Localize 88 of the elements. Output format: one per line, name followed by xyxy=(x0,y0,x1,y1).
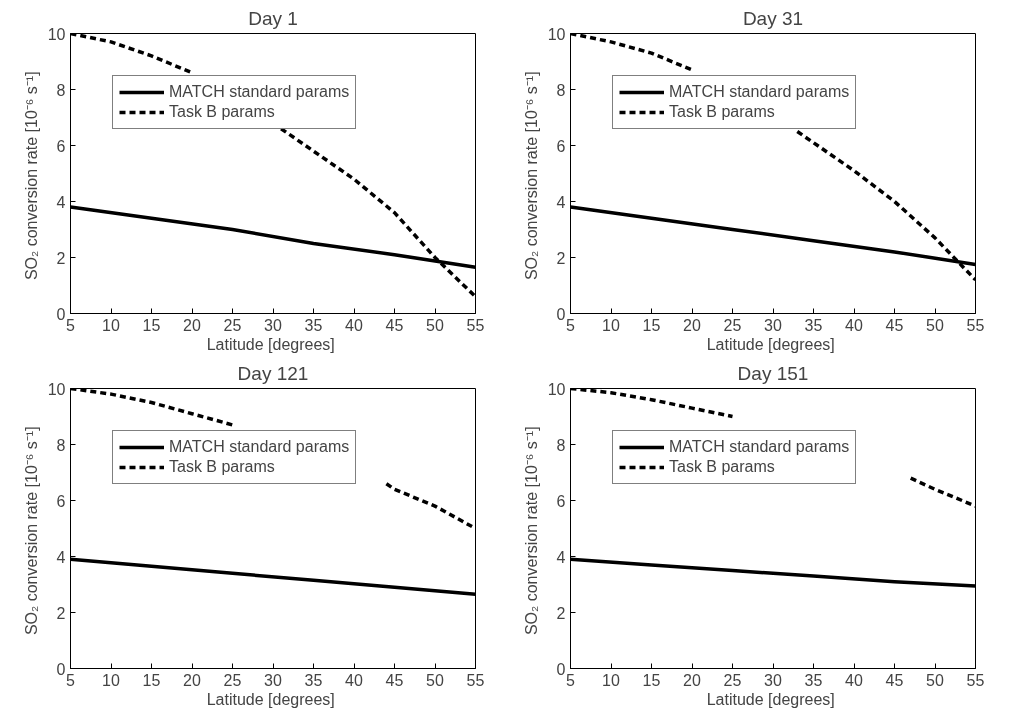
x-tick-label: 30 xyxy=(264,316,282,334)
y-axis-title: SO₂ conversion rate [10⁻⁶ s⁻¹] xyxy=(522,426,540,636)
x-tick-label: 40 xyxy=(345,316,363,334)
x-tick-label: 20 xyxy=(683,316,701,334)
x-tick-label: 40 xyxy=(845,316,863,334)
x-tick-label: 20 xyxy=(183,671,201,689)
x-tick-label: 50 xyxy=(426,671,444,689)
x-tick-label: 15 xyxy=(142,671,161,689)
x-axis-title: Latitude [degrees] xyxy=(206,690,335,708)
y-tick-label: 8 xyxy=(56,436,66,454)
x-tick-label: 25 xyxy=(223,316,242,334)
y-tick-label: 2 xyxy=(56,604,66,622)
x-tick-label: 55 xyxy=(466,671,485,689)
y-tick-label: 0 xyxy=(56,305,66,323)
y-tick-label: 2 xyxy=(556,604,566,622)
y-tick-label: 6 xyxy=(56,137,66,155)
legend-label: Task B params xyxy=(169,103,275,121)
x-tick-label: 30 xyxy=(764,316,782,334)
x-tick-label: 50 xyxy=(926,671,944,689)
x-tick-label: 25 xyxy=(723,316,742,334)
legend-label: MATCH standard params xyxy=(669,83,850,101)
x-tick-label: 40 xyxy=(845,671,863,689)
y-tick-label: 10 xyxy=(547,25,566,43)
x-tick-label: 55 xyxy=(466,316,485,334)
y-tick-label: 10 xyxy=(47,380,66,398)
x-axis-title: Latitude [degrees] xyxy=(206,335,335,353)
y-tick-label: 0 xyxy=(56,660,66,678)
y-tick-label: 10 xyxy=(47,25,66,43)
x-tick-label: 35 xyxy=(804,316,823,334)
y-tick-label: 8 xyxy=(56,81,66,99)
y-tick-label: 2 xyxy=(556,249,566,267)
legend-label: Task B params xyxy=(669,458,775,476)
legend-label: MATCH standard params xyxy=(169,438,350,456)
y-tick-label: 4 xyxy=(56,193,66,211)
x-tick-label: 30 xyxy=(764,671,782,689)
legend-label: Task B params xyxy=(169,458,275,476)
x-tick-label: 10 xyxy=(602,671,620,689)
y-tick-label: 8 xyxy=(556,436,566,454)
chart-title: Day 121 xyxy=(237,362,309,384)
x-tick-label: 10 xyxy=(102,316,120,334)
x-tick-label: 50 xyxy=(426,316,444,334)
legend-label: MATCH standard params xyxy=(169,83,350,101)
y-tick-label: 0 xyxy=(556,305,566,323)
x-tick-label: 20 xyxy=(683,671,701,689)
y-tick-label: 4 xyxy=(556,548,566,566)
x-tick-label: 35 xyxy=(304,316,323,334)
x-tick-label: 35 xyxy=(804,671,823,689)
x-tick-label: 50 xyxy=(926,316,944,334)
x-tick-label: 45 xyxy=(885,316,904,334)
chart-title: Day 1 xyxy=(248,7,298,29)
y-tick-label: 6 xyxy=(56,492,66,510)
legend-label: Task B params xyxy=(669,103,775,121)
x-tick-label: 35 xyxy=(304,671,323,689)
y-tick-label: 10 xyxy=(547,380,566,398)
x-tick-label: 15 xyxy=(642,671,661,689)
x-tick-label: 55 xyxy=(966,316,985,334)
x-tick-label: 30 xyxy=(264,671,282,689)
x-tick-label: 10 xyxy=(102,671,120,689)
y-tick-label: 0 xyxy=(556,660,566,678)
y-tick-label: 4 xyxy=(556,193,566,211)
y-tick-label: 2 xyxy=(56,249,66,267)
y-axis-title: SO₂ conversion rate [10⁻⁶ s⁻¹] xyxy=(522,71,540,281)
y-axis-title: SO₂ conversion rate [10⁻⁶ s⁻¹] xyxy=(22,426,40,636)
x-tick-label: 5 xyxy=(66,671,76,689)
legend-label: MATCH standard params xyxy=(669,438,850,456)
x-tick-label: 5 xyxy=(566,316,576,334)
x-tick-label: 55 xyxy=(966,671,985,689)
x-tick-label: 5 xyxy=(566,671,576,689)
x-tick-label: 45 xyxy=(885,671,904,689)
x-tick-label: 10 xyxy=(602,316,620,334)
x-tick-label: 25 xyxy=(223,671,242,689)
x-tick-label: 45 xyxy=(385,316,404,334)
x-tick-label: 20 xyxy=(183,316,201,334)
x-tick-label: 45 xyxy=(385,671,404,689)
y-axis-title: SO₂ conversion rate [10⁻⁶ s⁻¹] xyxy=(22,71,40,281)
y-tick-label: 4 xyxy=(56,548,66,566)
y-tick-label: 6 xyxy=(556,492,566,510)
x-tick-label: 15 xyxy=(642,316,661,334)
x-tick-label: 5 xyxy=(66,316,76,334)
chart-title: Day 31 xyxy=(742,7,804,29)
chart-title: Day 151 xyxy=(737,362,809,384)
x-tick-label: 25 xyxy=(723,671,742,689)
x-axis-title: Latitude [degrees] xyxy=(706,335,835,353)
x-tick-label: 40 xyxy=(345,671,363,689)
x-axis-title: Latitude [degrees] xyxy=(706,690,835,708)
y-tick-label: 8 xyxy=(556,81,566,99)
y-tick-label: 6 xyxy=(556,137,566,155)
x-tick-label: 15 xyxy=(142,316,161,334)
